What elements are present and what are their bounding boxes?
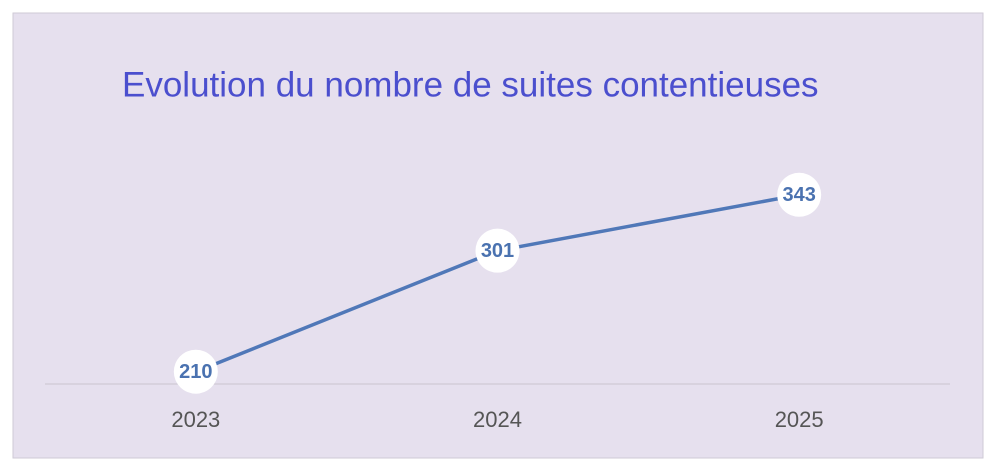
x-tick-label: 2023	[171, 407, 220, 432]
chart-title: Evolution du nombre de suites contentieu…	[122, 65, 819, 104]
marker	[173, 349, 218, 394]
x-tick-label: 2024	[473, 407, 522, 432]
marker	[475, 228, 520, 273]
marker	[777, 172, 822, 217]
x-tick-label: 2025	[775, 407, 824, 432]
data-label: 343	[782, 184, 815, 206]
data-label: 210	[179, 361, 212, 383]
data-label: 301	[481, 240, 514, 262]
